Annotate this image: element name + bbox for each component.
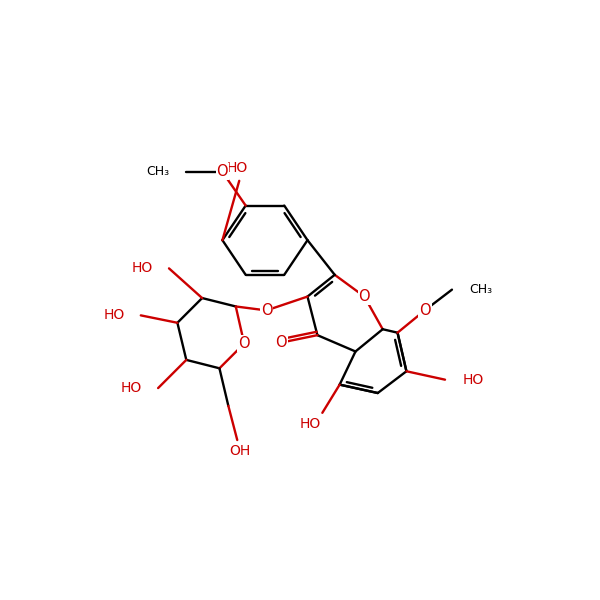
Text: HO: HO xyxy=(226,161,247,175)
Text: CH₃: CH₃ xyxy=(146,166,169,178)
Text: O: O xyxy=(260,303,272,318)
Text: HO: HO xyxy=(121,381,142,395)
Text: OH: OH xyxy=(229,444,250,458)
Text: O: O xyxy=(275,335,287,350)
Text: HO: HO xyxy=(132,262,153,275)
Text: O: O xyxy=(217,164,228,179)
Text: O: O xyxy=(419,303,431,318)
Text: O: O xyxy=(238,336,250,351)
Text: HO: HO xyxy=(299,417,320,431)
Text: HO: HO xyxy=(463,373,484,386)
Text: HO: HO xyxy=(104,308,125,322)
Text: O: O xyxy=(359,289,370,304)
Text: CH₃: CH₃ xyxy=(469,283,493,296)
